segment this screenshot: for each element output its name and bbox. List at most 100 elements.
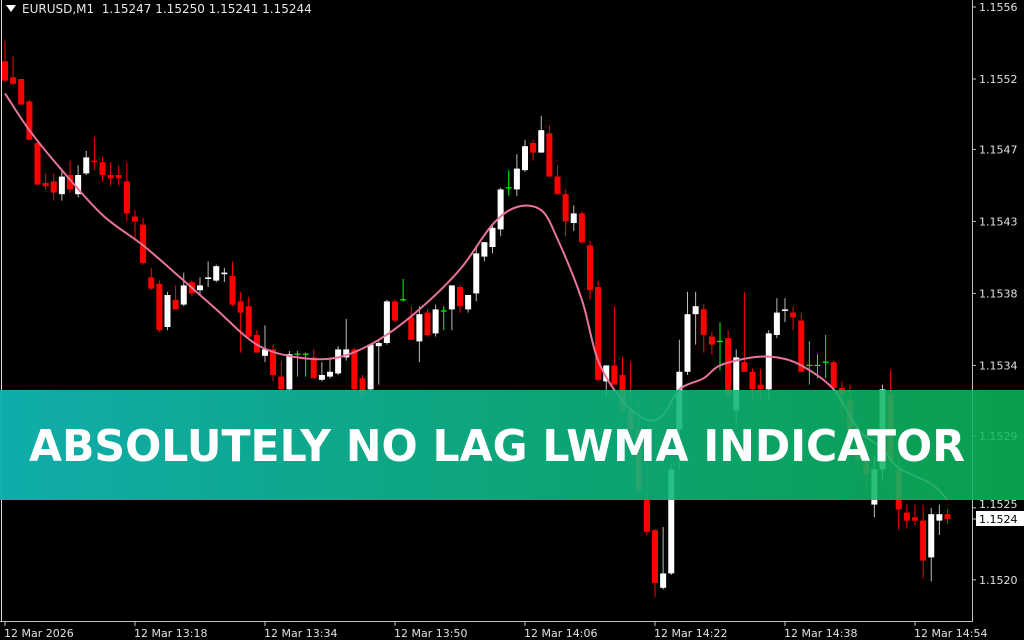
candle (611, 306, 618, 385)
candle-body (912, 517, 918, 521)
candle-body (587, 245, 593, 291)
current-price-text: 1.1524 (979, 513, 1018, 526)
candle-body (643, 499, 650, 532)
candle (310, 349, 317, 379)
candle (367, 344, 374, 395)
price-tick-label: 1.1552 (979, 73, 1018, 86)
candle-body (481, 242, 488, 257)
candle-body (10, 77, 17, 84)
candle (83, 151, 90, 175)
current-price-label: 1.1524 (972, 511, 1024, 526)
candle (570, 205, 577, 231)
candle-body (741, 362, 748, 372)
candle (172, 285, 179, 310)
candle (400, 279, 407, 302)
candle (708, 331, 715, 355)
candle-body (221, 272, 228, 275)
candle (343, 319, 350, 361)
candle (717, 322, 723, 371)
candle-body (513, 168, 520, 190)
candle-body (123, 181, 130, 214)
candle-body (262, 349, 268, 356)
candle (505, 170, 512, 196)
candle (286, 351, 293, 393)
candle (180, 272, 187, 307)
candle (197, 277, 203, 295)
candle-body (67, 175, 73, 190)
candle-body (936, 514, 943, 521)
candle (928, 507, 935, 582)
candle-body (928, 514, 935, 558)
candle (790, 306, 797, 331)
candle (424, 309, 431, 337)
candle-body (213, 266, 220, 281)
candle (440, 306, 447, 331)
candle (221, 267, 228, 283)
candle (2, 40, 8, 83)
candle-body (392, 301, 398, 321)
candle-body (725, 338, 732, 395)
candle-body (318, 375, 325, 380)
candle (75, 165, 82, 198)
candle-body (107, 175, 114, 179)
candle (830, 360, 837, 390)
candle-body (164, 295, 171, 327)
candle-body (367, 344, 374, 390)
candle-body (530, 143, 537, 153)
candle (18, 79, 25, 105)
candle (513, 154, 520, 196)
candle-body (497, 189, 504, 230)
candle-body (75, 175, 82, 195)
candle (773, 298, 780, 339)
candle (50, 173, 57, 201)
candle-body (757, 384, 764, 390)
candle-body (172, 299, 179, 310)
candle-body (684, 314, 691, 372)
candle-body (335, 349, 342, 374)
candle-body (310, 357, 317, 379)
candle (814, 354, 821, 379)
time-tick-label: 12 Mar 14:06 (524, 627, 597, 640)
candle (42, 173, 49, 190)
candle-body (229, 275, 236, 305)
candle-body (611, 365, 618, 385)
candle-body (733, 357, 740, 411)
candle-body (489, 227, 496, 247)
candle (107, 162, 114, 187)
lwma-path (4, 92, 949, 501)
candle-body (773, 312, 780, 335)
price-tick-label: 1.1520 (979, 574, 1018, 587)
price-tick-label: 1.1547 (979, 143, 1018, 156)
candle-body (554, 176, 561, 195)
candle (416, 306, 423, 363)
banner-background (0, 390, 1024, 500)
candle (936, 504, 943, 535)
candle-body (58, 176, 65, 195)
candle-body (546, 133, 553, 177)
time-tick-label: 12 Mar 2026 (4, 627, 74, 640)
candle (700, 304, 707, 353)
candle-body (237, 301, 244, 313)
price-tick-label: 1.1556 (979, 1, 1018, 14)
candle (554, 165, 561, 195)
candle (408, 306, 415, 340)
candle-body (83, 157, 90, 174)
triangle-down-icon[interactable] (6, 5, 16, 12)
candle-body (26, 101, 33, 140)
candle-body (522, 146, 528, 171)
candle-body (270, 349, 277, 375)
time-tick-label: 12 Mar 14:38 (784, 627, 857, 640)
time-tick-label: 12 Mar 14:22 (654, 627, 727, 640)
candle-body (700, 309, 707, 335)
banner-title: ABSOLUTELY NO LAG LWMA INDICATOR (29, 421, 965, 472)
candle (327, 359, 333, 379)
candle (26, 99, 33, 140)
candle-body (765, 333, 772, 390)
candle-body (790, 312, 797, 318)
candle-body (351, 349, 358, 390)
candle (164, 291, 171, 331)
candle-body (205, 277, 212, 279)
title-banner: ABSOLUTELY NO LAG LWMA INDICATOR (0, 390, 1024, 500)
